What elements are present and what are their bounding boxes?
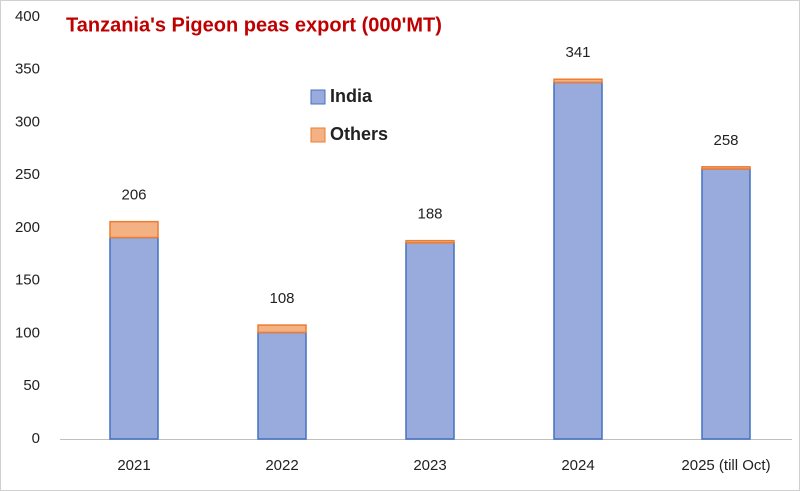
legend-label: Others — [330, 124, 388, 144]
legend-swatch — [310, 89, 326, 105]
total-label: 108 — [269, 290, 294, 307]
total-label: 206 — [121, 187, 146, 204]
total-label: 258 — [713, 132, 738, 149]
bar-segment — [701, 168, 751, 440]
bar-segment — [109, 220, 159, 239]
bar-segment — [405, 242, 455, 440]
bar-segment — [257, 324, 307, 334]
bar-segment — [701, 166, 751, 170]
x-tick-label: 2025 (till Oct) — [681, 457, 770, 474]
bar-segment — [257, 331, 307, 440]
x-tick-label: 2021 — [117, 457, 150, 474]
y-tick-label: 400 — [15, 8, 40, 25]
x-tick-label: 2023 — [413, 457, 446, 474]
bar-segment — [405, 239, 455, 244]
bar-segment — [553, 78, 603, 84]
y-tick-label: 350 — [15, 61, 40, 78]
y-tick-label: 100 — [15, 324, 40, 341]
x-tick-label: 2022 — [265, 457, 298, 474]
total-label: 341 — [565, 44, 590, 61]
total-label: 188 — [417, 206, 442, 223]
bar-segment — [109, 236, 159, 440]
y-tick-label: 50 — [23, 377, 40, 394]
y-tick-label: 250 — [15, 166, 40, 183]
bar-segment — [553, 81, 603, 440]
y-tick-label: 200 — [15, 219, 40, 236]
x-tick-label: 2024 — [561, 457, 594, 474]
chart-title: Tanzania's Pigeon peas export (000'MT) — [66, 14, 442, 36]
legend-swatch — [310, 127, 326, 143]
y-tick-label: 0 — [32, 430, 40, 447]
legend-label: India — [330, 86, 373, 106]
y-tick-label: 150 — [15, 272, 40, 289]
y-tick-label: 300 — [15, 113, 40, 130]
